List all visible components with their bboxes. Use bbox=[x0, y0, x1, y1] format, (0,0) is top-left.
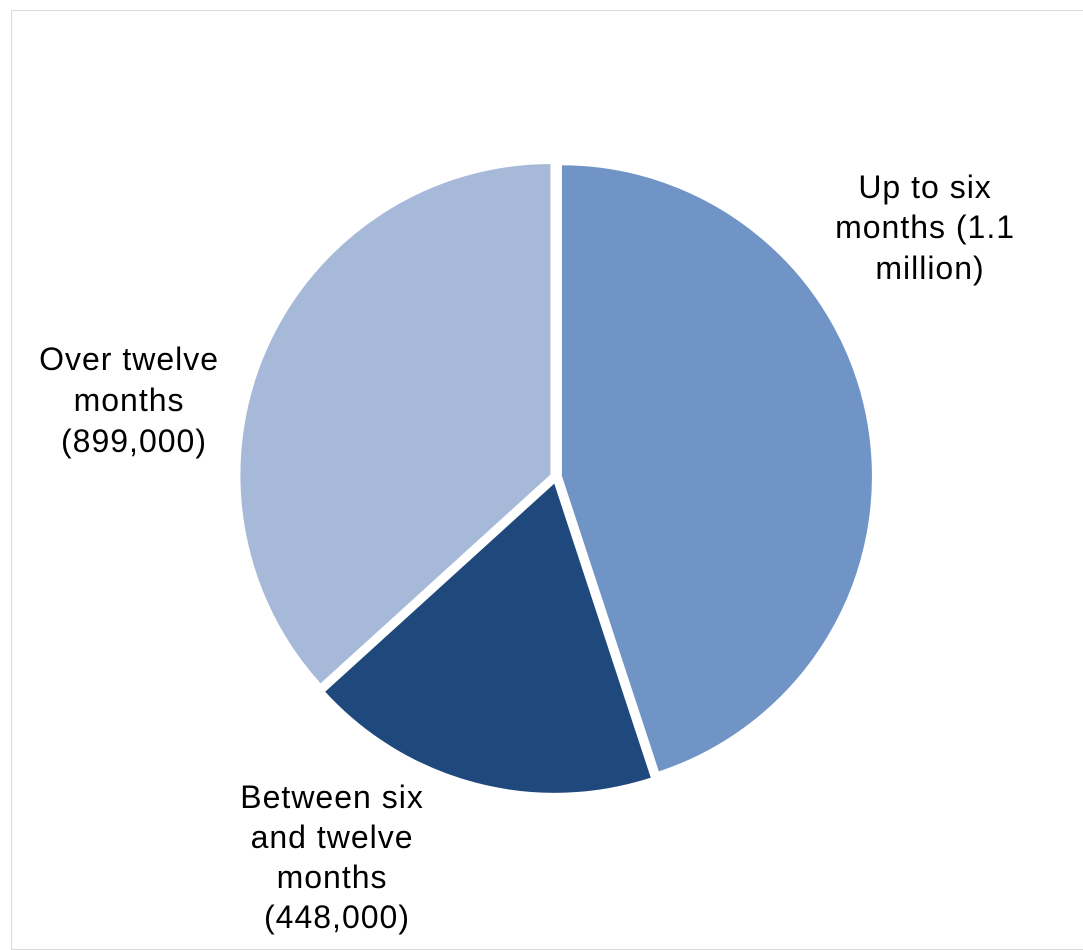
pie-labels: Up to six months (1.1 million) Between s… bbox=[39, 169, 1025, 935]
pie-slice-up-to-six-months bbox=[559, 163, 874, 774]
slice-label-between-six-and-twelve-months: Between six and twelve months (448,000) bbox=[240, 779, 433, 935]
pie-slice-between-six-and-twelve-months bbox=[322, 480, 654, 795]
slice-label-up-to-six-months: Up to six months (1.1 million) bbox=[835, 169, 1025, 286]
pie-slice-over-twelve-months bbox=[238, 161, 553, 687]
slice-label-over-twelve-months: Over twelve months (899,000) bbox=[39, 341, 229, 459]
pie-slices bbox=[238, 161, 874, 795]
